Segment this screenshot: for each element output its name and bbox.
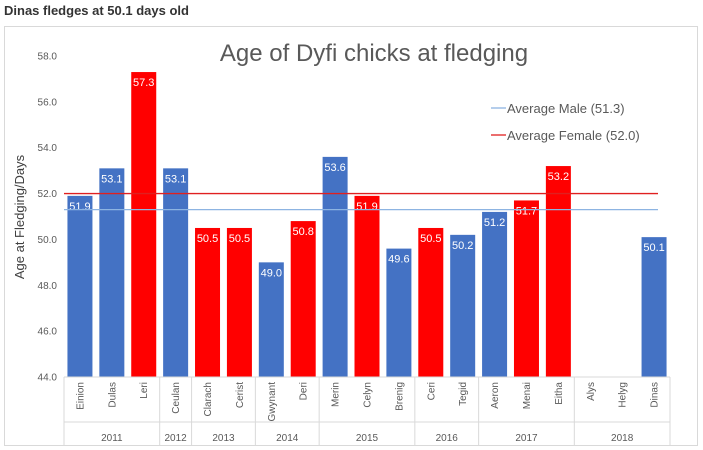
bar [641,237,667,377]
bar [163,168,189,377]
bar-value-label: 50.1 [643,242,664,254]
y-tick-label: 46.0 [38,327,58,338]
bar-value-label: 51.7 [516,205,537,217]
x-tick-label: Dinas [650,382,661,408]
bar [450,234,476,377]
bar-value-label: 53.1 [165,173,186,185]
bar [195,227,221,377]
bar-value-label: 51.9 [356,201,377,213]
x-year-label: 2013 [212,433,235,444]
bar [258,262,284,377]
x-tick-label: Ceri [426,382,437,400]
bar [131,72,157,378]
x-tick-label: Menai [522,382,533,409]
bar-value-label: 50.2 [452,240,473,252]
x-tick-label: Cerist [235,382,246,408]
legend: Average Male (51.3) Average Female (52.0) [491,101,640,143]
x-tick-label: Eitha [554,382,565,405]
x-tick-label: Clarach [203,382,214,416]
x-year-label: 2011 [101,433,123,444]
x-tick-label: Aeron [490,382,501,409]
page-heading: Dinas fledges at 50.1 days old [4,3,189,18]
x-tick-label: Merin [331,382,342,407]
bar-value-label: 53.2 [548,171,569,183]
y-tick-label: 54.0 [38,143,58,154]
x-year-label: 2014 [276,433,299,444]
bar [545,166,571,377]
legend-label: Average Female (52.0) [507,128,640,143]
bar-value-label: 53.6 [324,162,345,174]
bar [226,227,252,377]
bar-value-label: 49.6 [388,254,409,266]
y-axis-label: Age at Fledging/Days [12,154,27,279]
chart-title: Age of Dyfi chicks at fledging [220,40,528,67]
bar-value-label: 50.5 [420,233,441,245]
x-year-label: 2015 [356,433,379,444]
x-year-label: 2017 [515,433,538,444]
legend-label: Average Male (51.3) [507,101,625,116]
bar-value-label: 49.0 [261,267,282,279]
chart-frame [4,26,698,446]
y-tick-label: 58.0 [38,52,58,63]
y-tick-label: 44.0 [38,373,58,384]
bar [513,200,539,377]
bar-value-label: 50.5 [229,233,250,245]
x-axis: Einion Dulas Leri Ceulan Clarach Cerist Gwynan… [63,376,671,446]
bars-group: 51.9 53.1 57.3 53.1 50.5 50.5 49.0 50.8 53.6 51.9… [67,72,667,378]
x-year-label: 2016 [436,433,459,444]
x-tick-label: Helyg [618,382,629,408]
bar [418,227,444,377]
bar-value-label: 51.2 [484,217,505,229]
x-tick-label: Celyn [363,382,374,408]
bar [482,211,508,377]
bar [290,221,316,377]
x-tick-label: Dulas [107,382,118,408]
x-tick-label: Leri [139,382,150,399]
bar [67,195,93,377]
bar-value-label: 50.8 [292,226,313,238]
bar-value-label: 57.3 [133,77,154,89]
bar-value-label: 50.5 [197,233,218,245]
x-tick-label: Einion [75,382,86,410]
x-tick-label: Tegid [458,382,469,406]
bar [354,195,380,377]
bar-value-label: 53.1 [101,173,122,185]
bar [322,156,348,377]
x-tick-label: Alys [586,382,597,401]
reference-lines-group [64,192,658,211]
x-year-label: 2012 [165,433,188,444]
x-year-label: 2018 [611,433,634,444]
y-tick-label: 50.0 [38,235,58,246]
bar-value-label: 51.9 [69,201,90,213]
y-axis: 44.0 46.0 48.0 50.0 52.0 54.0 56.0 58.0 [38,52,58,384]
x-tick-label: Ceulan [171,382,182,414]
x-tick-label: Deri [299,382,310,400]
x-tick-label: Brenig [394,382,405,411]
bar [99,168,125,377]
y-tick-label: 52.0 [38,189,58,200]
bar [386,248,412,377]
y-tick-label: 48.0 [38,281,58,292]
x-tick-label: Gwynant [267,382,278,422]
y-tick-label: 56.0 [38,97,58,108]
